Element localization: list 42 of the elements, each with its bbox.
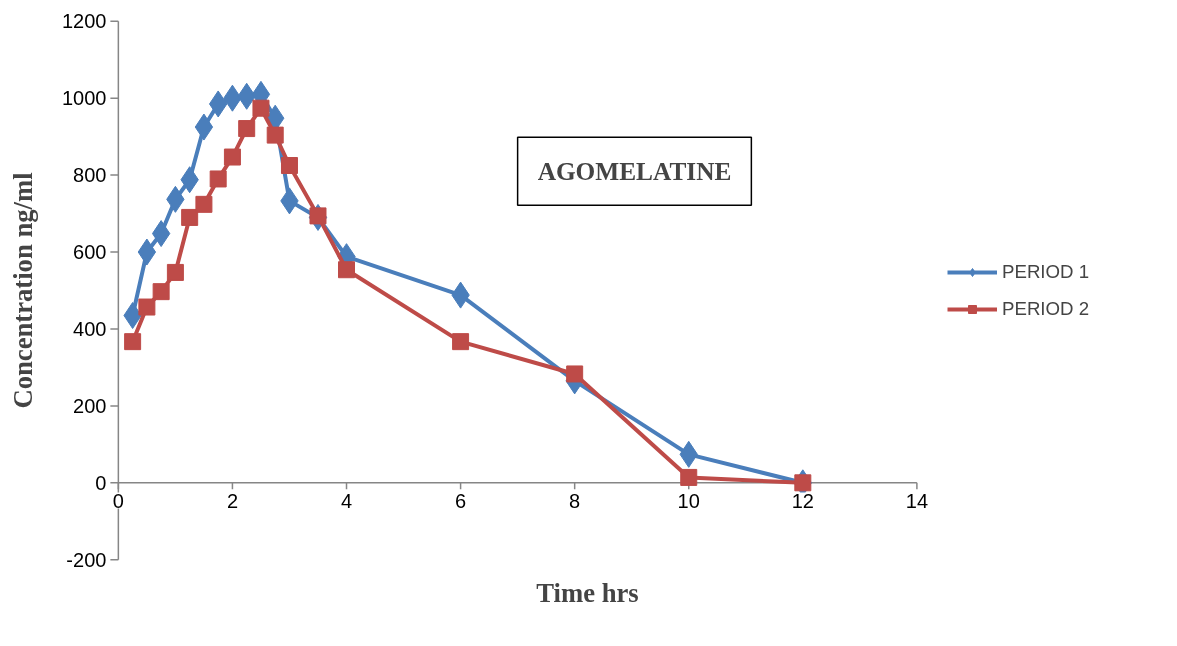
legend-label: PERIOD 2 — [1002, 298, 1090, 320]
point — [280, 157, 298, 174]
y-tick-label: -200 — [66, 548, 107, 571]
x-tick-label: 14 — [905, 489, 929, 512]
y-tick-label: 800 — [73, 164, 107, 187]
y-tick-label: 200 — [73, 394, 107, 417]
point — [195, 195, 213, 213]
point — [266, 126, 284, 144]
point — [238, 120, 256, 138]
x-tick-label: 8 — [569, 489, 581, 512]
y-tick-label: 1000 — [61, 87, 107, 110]
x-tick-label: 2 — [226, 489, 238, 512]
text: AGOMELATINE — [537, 157, 732, 186]
point — [566, 365, 584, 383]
point — [452, 333, 470, 351]
point — [152, 283, 170, 301]
point — [194, 113, 214, 141]
x-tick-label: 6 — [455, 489, 467, 512]
point — [794, 474, 812, 492]
y-tick-label: 600 — [73, 241, 107, 264]
point — [252, 99, 270, 117]
x-tick-label: 4 — [340, 489, 353, 512]
point — [138, 298, 156, 316]
point — [151, 220, 171, 248]
point — [123, 302, 142, 329]
y-tick-label: 400 — [73, 317, 107, 340]
point — [137, 238, 157, 266]
x-axis-title: Time hrs — [536, 577, 639, 608]
y-axis-title: Concentration ng/ml — [7, 172, 38, 409]
legend-label: PERIOD 1 — [1002, 261, 1090, 283]
y-tick-label: 0 — [95, 471, 107, 494]
point — [181, 208, 199, 226]
point — [338, 261, 356, 279]
x-tick-label: 12 — [791, 489, 814, 512]
x-tick-label: 0 — [112, 489, 124, 512]
point — [209, 170, 227, 188]
y-tick-label: 1200 — [61, 10, 107, 33]
point — [223, 148, 241, 166]
point — [166, 263, 184, 281]
point — [680, 468, 698, 486]
x-tick-label: 10 — [677, 489, 700, 512]
point — [124, 333, 142, 351]
